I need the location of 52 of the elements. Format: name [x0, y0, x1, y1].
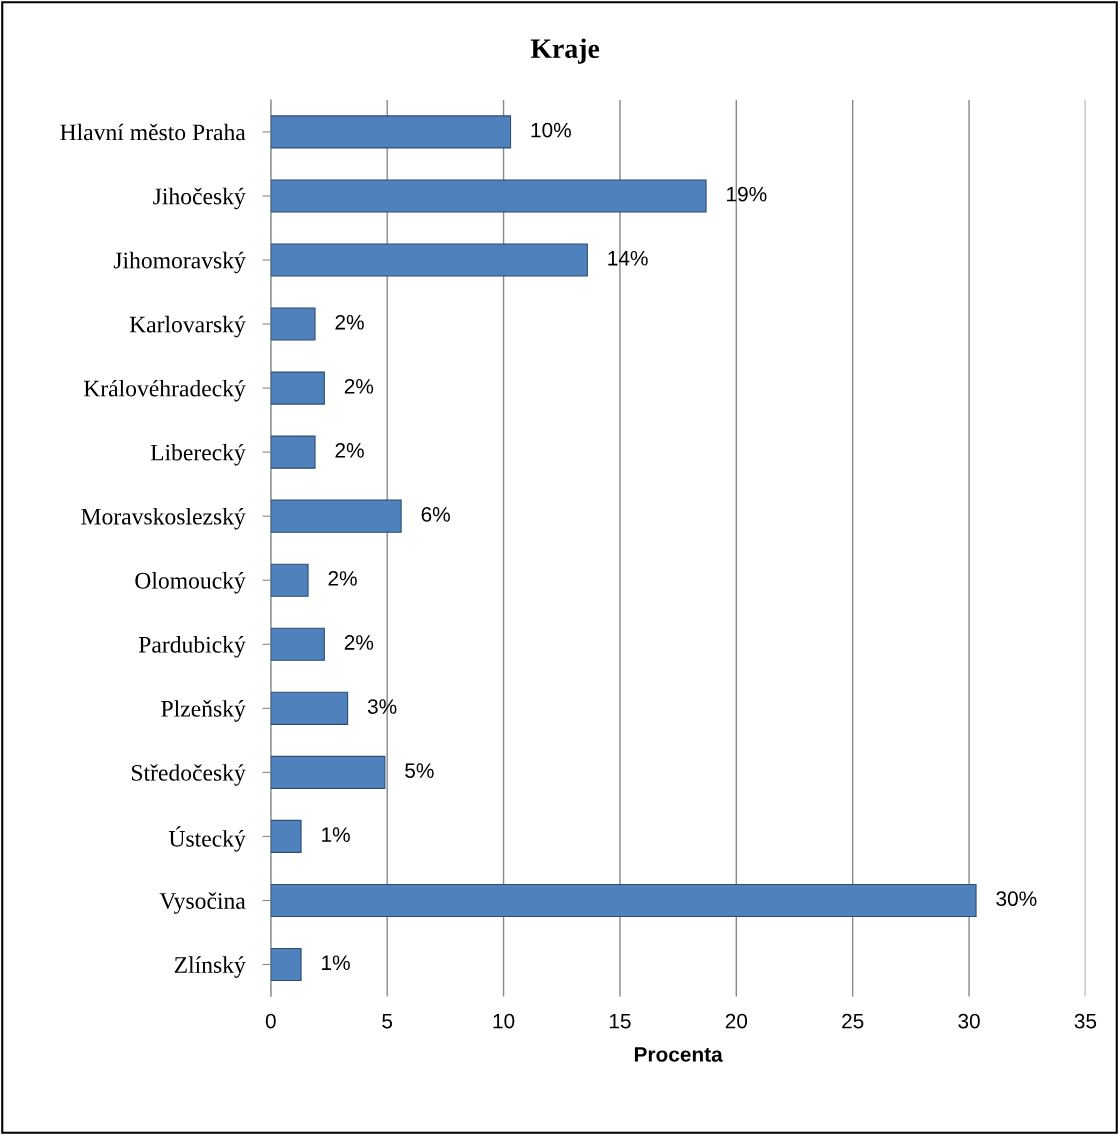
bar — [270, 243, 588, 277]
x-tick-label: 35 — [1074, 1013, 1097, 1029]
bar — [270, 883, 977, 918]
y-tick-label: Moravskoslezský — [81, 507, 246, 530]
y-tick-label: Vysočina — [159, 892, 246, 914]
x-tick-label: 0 — [265, 1013, 276, 1029]
x-tick-label: 30 — [958, 1013, 980, 1029]
x-tick-label: 25 — [842, 1013, 864, 1029]
data-label: 2% — [344, 378, 374, 394]
data-label: 2% — [335, 314, 364, 330]
x-tick-label: 10 — [493, 1013, 515, 1029]
y-tick-label: Ústecký — [168, 826, 246, 852]
bar — [270, 627, 325, 661]
y-tick-label: Jihočeský — [153, 187, 246, 210]
y-tick-label: Plzeňský — [161, 700, 246, 722]
bar — [270, 307, 316, 341]
y-tick-label: Olomoucký — [135, 572, 246, 594]
y-tick-label: Karlovarský — [129, 315, 246, 338]
data-label: 14% — [608, 250, 648, 266]
data-label: 19% — [727, 186, 767, 202]
x-tick-label: 20 — [725, 1013, 748, 1029]
chart-title: Kraje — [530, 38, 600, 64]
y-tick-label: Středočeský — [131, 764, 246, 786]
x-tick-label: 5 — [382, 1013, 393, 1029]
bar — [270, 115, 512, 149]
bar — [270, 371, 325, 405]
data-label: 1% — [322, 955, 350, 971]
y-tick-label: Jihomoravský — [113, 251, 246, 274]
bar — [270, 755, 386, 789]
y-tick-label: Liberecký — [150, 443, 246, 466]
bar — [270, 499, 402, 533]
y-tick-label: Hlavní město Praha — [60, 123, 246, 141]
data-label: 2% — [344, 635, 374, 650]
y-tick-label: Královéhradecký — [83, 379, 246, 402]
data-label: 30% — [996, 891, 1037, 907]
data-label: 5% — [405, 763, 434, 778]
y-tick-label: Zlínský — [174, 956, 246, 978]
data-label: 2% — [335, 442, 364, 458]
data-label: 1% — [322, 827, 350, 842]
data-label: 3% — [367, 699, 397, 714]
x-tick-label: 15 — [609, 1013, 631, 1029]
bar — [270, 947, 302, 982]
y-tick-label: Pardubický — [138, 636, 246, 658]
bar — [270, 179, 707, 213]
bar — [270, 435, 316, 469]
data-label: 2% — [328, 571, 357, 586]
bar — [270, 691, 349, 725]
bar — [270, 563, 309, 597]
x-axis-title: Procenta — [634, 1047, 723, 1062]
data-label: 6% — [421, 507, 450, 522]
data-label: 10% — [531, 122, 571, 138]
bar — [270, 819, 302, 853]
